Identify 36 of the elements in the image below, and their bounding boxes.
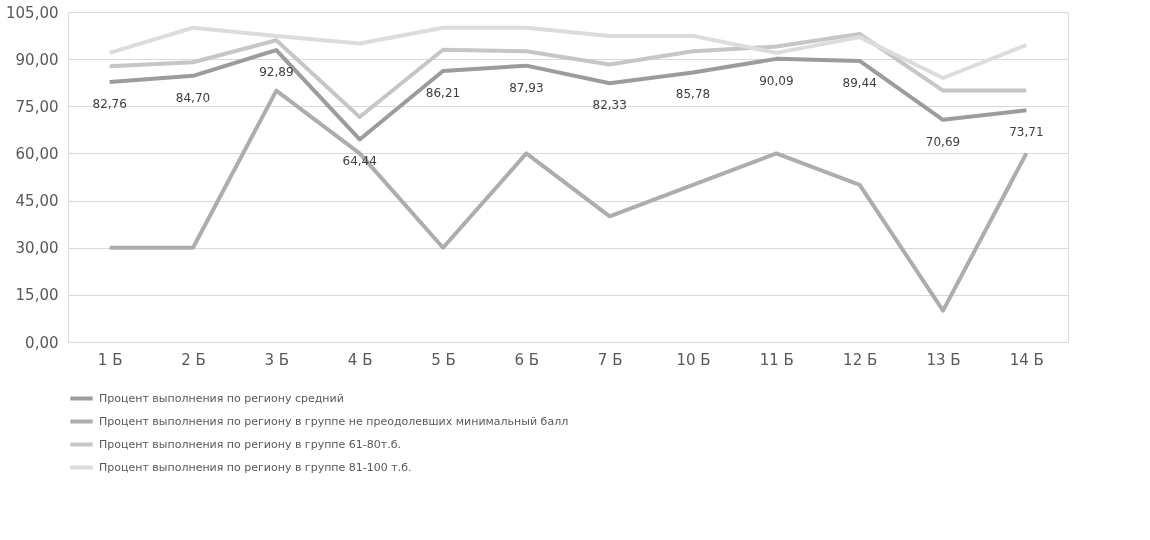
y-tick-label: 90,00 <box>15 50 59 69</box>
data-label: 64,44 <box>342 154 377 169</box>
data-label: 89,44 <box>842 75 877 90</box>
data-label: 82,33 <box>592 98 627 113</box>
y-tick-label: 15,00 <box>15 286 59 305</box>
x-tick-label: 7 Б <box>597 350 623 369</box>
x-tick-label: 1 Б <box>97 350 123 369</box>
y-tick-label: 30,00 <box>15 239 59 258</box>
data-label: 70,69 <box>925 134 961 149</box>
y-tick-label: 45,00 <box>15 192 59 211</box>
x-tick-label: 11 Б <box>759 350 794 369</box>
legend-label: Процент выполнения по региону средний <box>99 391 344 405</box>
y-tick-label: 0,00 <box>25 333 59 352</box>
legend-label: Процент выполнения по региону в группе не преодолевших минимальный балл <box>99 414 569 428</box>
x-tick-label: 5 Б <box>431 350 456 369</box>
x-tick-label: 6 Б <box>514 350 540 369</box>
x-tick-label: 14 Б <box>1009 350 1044 369</box>
x-tick-label: 3 Б <box>264 350 290 369</box>
y-tick-label: 60,00 <box>15 144 59 163</box>
y-tick-label: 75,00 <box>15 97 59 116</box>
x-tick-label: 10 Б <box>676 350 711 369</box>
legend-label: Процент выполнения по региону в группе 81-100 т.б. <box>99 460 412 474</box>
data-label: 73,71 <box>1009 125 1044 140</box>
data-label: 87,93 <box>509 80 544 95</box>
x-tick-label: 4 Б <box>347 350 373 369</box>
data-label: 90,09 <box>759 73 794 88</box>
data-label: 86,21 <box>425 86 461 101</box>
data-label: 85,78 <box>675 87 711 102</box>
x-tick-label: 2 Б <box>181 350 206 369</box>
y-tick-label: 105,00 <box>6 3 59 22</box>
data-label: 84,70 <box>175 90 211 105</box>
data-label: 82,76 <box>92 96 127 111</box>
data-label: 92,89 <box>259 65 294 80</box>
x-tick-label: 12 Б <box>843 350 878 369</box>
x-tick-label: 13 Б <box>926 350 961 369</box>
legend-label: Процент выполнения по региону в группе 61-80т.б. <box>99 437 401 451</box>
